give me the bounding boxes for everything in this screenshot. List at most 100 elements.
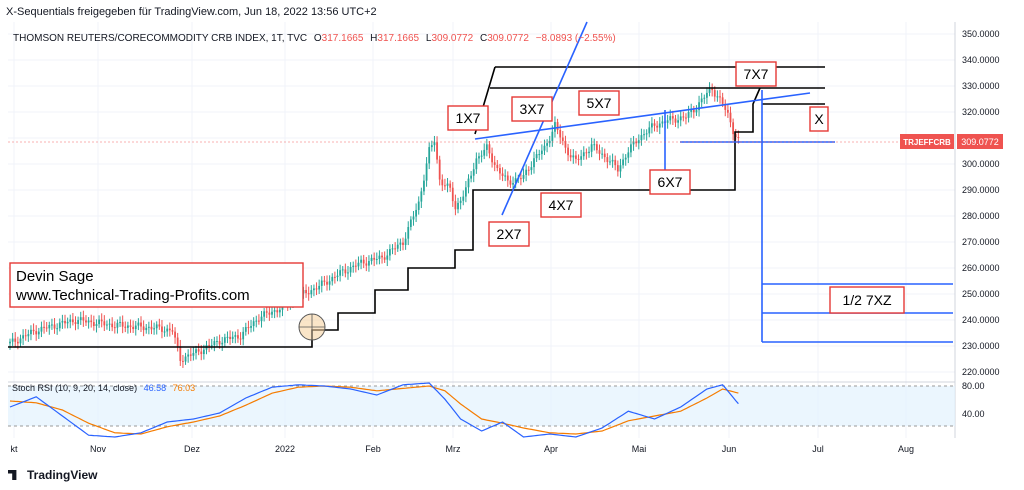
candle-body: [24, 335, 27, 337]
candle-body: [365, 263, 368, 266]
candle-body: [320, 280, 323, 286]
label-7x7: 7X7: [735, 61, 777, 87]
time-tick-label: Mrz: [446, 444, 461, 454]
candle-body: [713, 90, 716, 97]
candle-body: [373, 257, 376, 260]
candle-body: [687, 112, 690, 118]
candle-body: [168, 328, 171, 331]
candle-body: [79, 317, 82, 321]
label-6x7: 6X7: [649, 169, 691, 195]
candle-body: [226, 336, 229, 338]
candle-body: [606, 157, 609, 163]
candle-body: [504, 175, 507, 177]
candle-body: [630, 144, 632, 153]
candle-body: [223, 337, 226, 343]
candle-body: [459, 200, 462, 203]
candle-body: [598, 150, 601, 154]
candle-body: [11, 338, 14, 342]
price-tick-label: 260.0000: [962, 263, 1000, 273]
candle-body: [370, 257, 373, 262]
candle-body: [315, 288, 318, 290]
candle-body: [396, 244, 399, 249]
svg-text:1X7: 1X7: [456, 110, 481, 126]
label-4x7: 4X7: [540, 192, 582, 218]
time-tick-label: Apr: [544, 444, 558, 454]
candle-body: [184, 356, 187, 362]
price-axis: 350.0000340.0000330.0000320.0000310.0000…: [962, 29, 1000, 377]
candle-body: [263, 311, 266, 317]
time-tick-label: Mai: [632, 444, 647, 454]
candle-body: [250, 326, 252, 328]
candle-body: [92, 322, 95, 327]
candle-body: [16, 341, 19, 344]
candle-body: [161, 326, 163, 332]
candle-body: [124, 326, 127, 328]
candle-body: [491, 153, 493, 163]
time-axis: kt Nov Dez 2022 Feb Mrz Apr Mai Jun Jul Aug: [10, 444, 914, 454]
candle-body: [127, 325, 129, 328]
candle-body: [265, 311, 268, 313]
candle-body: [171, 330, 174, 332]
candle-body: [210, 345, 213, 347]
candle-body: [197, 349, 200, 352]
candle-body: [716, 96, 719, 98]
candle-body: [737, 136, 740, 138]
price-tick-label: 220.0000: [962, 367, 1000, 377]
time-tick-label: Dez: [184, 444, 201, 454]
candle-body: [145, 327, 148, 331]
candle-body: [48, 325, 51, 329]
candle-body: [520, 178, 522, 180]
candle-body: [336, 275, 339, 278]
candle-body: [470, 175, 473, 179]
candle-body: [711, 88, 714, 91]
candle-body: [561, 137, 564, 141]
candle-body: [706, 92, 708, 98]
candle-body: [391, 248, 394, 250]
candle-body: [572, 155, 575, 158]
candle-body: [441, 179, 444, 186]
candle-body: [202, 349, 205, 355]
time-tick-label: Nov: [90, 444, 107, 454]
stoch-d-value: 76.03: [173, 383, 196, 393]
candle-body: [108, 323, 111, 325]
candle-body: [74, 322, 77, 324]
candles: [9, 82, 740, 368]
candle-body: [106, 324, 108, 326]
price-value-tag: [957, 134, 1003, 149]
candle-body: [417, 201, 420, 210]
candle-body: [651, 123, 653, 128]
candle-body: [394, 248, 397, 250]
candle-body: [305, 289, 307, 294]
candle-body: [530, 167, 533, 171]
candle-body: [9, 341, 11, 344]
tradingview-logo-icon: [8, 470, 17, 480]
candle-body: [407, 226, 410, 239]
candle-body: [724, 103, 727, 110]
candle-body: [703, 97, 706, 99]
candle-body: [166, 328, 169, 332]
footer-brand: TradingView: [8, 468, 97, 482]
stoch-legend: Stoch RSI (10, 9, 20, 14, close) 46.58 7…: [12, 383, 195, 393]
candle-body: [603, 153, 606, 158]
candle-body: [90, 320, 93, 323]
time-tick-label: Jul: [812, 444, 824, 454]
candle-body: [614, 159, 617, 166]
candle-body: [14, 338, 17, 342]
candle-body: [27, 334, 30, 337]
candle-body: [45, 327, 48, 329]
candle-body: [354, 265, 357, 267]
candle-body: [546, 143, 548, 146]
candle-body: [255, 320, 258, 322]
candle-body: [381, 255, 383, 258]
price-tick-label: 280.0000: [962, 211, 1000, 221]
candle-body: [362, 259, 365, 264]
candle-body: [457, 202, 459, 210]
candle-body: [622, 159, 624, 166]
stoch-label: Stoch RSI (10, 9, 20, 14, close): [12, 383, 137, 393]
candle-body: [273, 310, 276, 312]
candle-body: [19, 338, 22, 344]
candle-body: [430, 145, 433, 148]
stoch-k-line: [9, 382, 739, 438]
price-tick-label: 340.0000: [962, 55, 1000, 65]
